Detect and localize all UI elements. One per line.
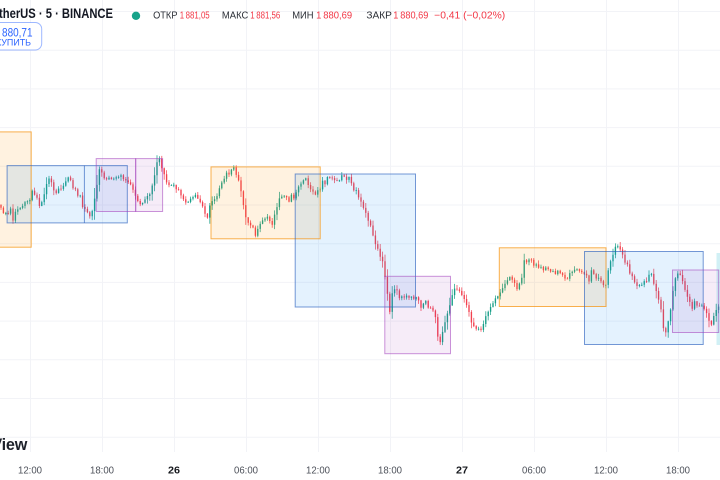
svg-text:1 880,69: 1 880,69: [316, 10, 352, 21]
svg-text:18:00: 18:00: [378, 465, 402, 477]
svg-text:ЗАКР: ЗАКР: [366, 10, 392, 21]
svg-text:1 881,56: 1 881,56: [250, 10, 280, 21]
svg-text:12:00: 12:00: [594, 465, 618, 477]
svg-text:18:00: 18:00: [90, 465, 114, 477]
svg-text:26: 26: [168, 465, 180, 477]
svg-text:06:00: 06:00: [234, 465, 258, 477]
svg-text:View: View: [0, 436, 28, 454]
svg-text:18:00: 18:00: [666, 465, 690, 477]
svg-text:12:00: 12:00: [18, 465, 42, 477]
svg-text:06:00: 06:00: [522, 465, 546, 477]
svg-text:МИН: МИН: [292, 10, 313, 21]
svg-text:КУПИТЬ: КУПИТЬ: [0, 37, 31, 47]
svg-text:1 881,05: 1 881,05: [180, 10, 210, 21]
svg-text:ОТКР: ОТКР: [153, 10, 178, 21]
svg-text:12:00: 12:00: [306, 465, 330, 477]
svg-text:−0,41 (−0,02%): −0,41 (−0,02%): [434, 10, 505, 21]
svg-text:1 880,69: 1 880,69: [393, 10, 428, 21]
svg-text:1 880,71: 1 880,71: [0, 28, 33, 40]
svg-text:therUS · 5 · BINANCE: therUS · 5 · BINANCE: [0, 5, 113, 21]
svg-text:МАКС: МАКС: [222, 10, 248, 21]
svg-text:27: 27: [456, 465, 468, 477]
